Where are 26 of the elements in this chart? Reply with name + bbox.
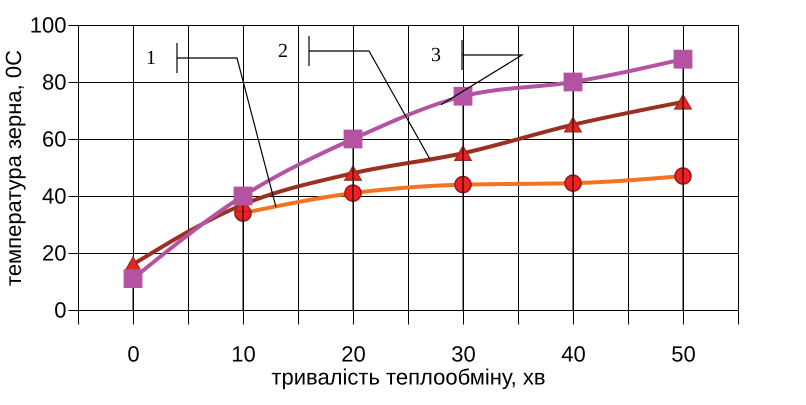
series-label: 3: [431, 44, 441, 66]
y-tick-label: 80: [42, 70, 66, 94]
point: [564, 72, 582, 92]
point: [124, 269, 142, 288]
x-axis-title: тривалість теплообміну, хв: [271, 364, 546, 390]
text: 2: [278, 40, 288, 62]
x-tick-label: 10: [231, 342, 256, 366]
y-tick-label: 20: [42, 240, 66, 266]
x-tick-label: 0: [127, 342, 140, 366]
x-tick-label: 30: [451, 342, 476, 366]
y-tick-label: 0: [54, 298, 66, 322]
x-tick-label: 40: [561, 342, 586, 366]
point: [344, 165, 362, 181]
point: [454, 86, 472, 106]
point: [454, 146, 472, 161]
y-tick-label: 100: [30, 12, 66, 38]
x-tick-label: 50: [671, 342, 696, 366]
y-tick-label: 40: [42, 184, 66, 208]
x-tick-label: 20: [341, 342, 366, 366]
y-axis-title: температура зерна, 0С: [0, 50, 26, 286]
point: [234, 186, 252, 206]
y-tick-label: 60: [42, 126, 66, 152]
point: [564, 117, 582, 132]
point: [344, 130, 362, 148]
text: 1: [146, 47, 156, 69]
point: [674, 50, 692, 69]
